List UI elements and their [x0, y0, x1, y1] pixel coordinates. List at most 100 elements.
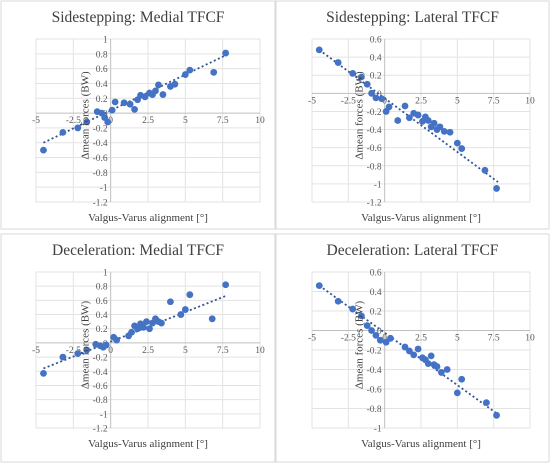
x-tick-label: 5	[183, 346, 188, 356]
data-point	[458, 145, 466, 152]
data-point	[158, 319, 165, 327]
data-point	[40, 146, 47, 154]
data-point	[83, 118, 91, 126]
y-tick-label: 0.6	[96, 65, 108, 75]
data-point	[113, 336, 121, 344]
y-tick-label: 0.2	[370, 72, 382, 82]
data-point	[131, 105, 138, 113]
y-tick-label: 0.8	[96, 50, 108, 60]
x-tick-label: -2.5	[341, 96, 356, 106]
y-tick-label: -0.4	[367, 126, 382, 136]
trendline	[43, 294, 228, 370]
y-tick-label: 0.6	[370, 269, 382, 279]
y-tick-label: 0.2	[96, 95, 108, 105]
data-point	[493, 411, 500, 419]
y-tick-label: -0.8	[93, 169, 108, 179]
x-tick-label: 7.5	[488, 334, 500, 344]
data-point	[349, 305, 357, 313]
data-point	[433, 363, 441, 370]
y-tick-label: -0.6	[367, 144, 382, 154]
y-tick-label: 0.4	[370, 54, 382, 64]
chart-title: Deceleration: Medial TFCF	[52, 242, 224, 259]
data-point	[181, 71, 189, 78]
data-point	[167, 298, 174, 306]
data-point	[181, 306, 189, 313]
x-tick-label: 0	[382, 96, 387, 106]
chart-panel-3: -5-2.502.557.51010.80.60.40.20-0.2-0.4-0…	[0, 233, 276, 463]
x-tick-label: 0	[382, 334, 387, 344]
data-point	[358, 312, 365, 320]
panel-border	[0, 233, 276, 463]
data-point	[372, 94, 380, 102]
y-tick-label: 0.6	[370, 36, 382, 46]
y-tick-label: -0.4	[93, 139, 108, 149]
data-point	[440, 127, 448, 135]
data-point	[430, 119, 438, 127]
data-point	[155, 81, 162, 89]
data-point	[59, 353, 67, 361]
data-point	[315, 46, 323, 54]
data-point	[146, 325, 153, 333]
data-point	[410, 351, 418, 359]
data-point	[349, 70, 357, 77]
y-tick-label: -0.8	[93, 396, 108, 406]
data-point	[186, 291, 194, 299]
data-point	[453, 389, 461, 397]
data-point	[315, 282, 323, 290]
data-point	[208, 315, 216, 323]
data-point	[74, 124, 82, 132]
x-tick-label: 10	[255, 116, 265, 126]
data-point	[120, 99, 128, 107]
data-point	[141, 93, 149, 101]
data-point	[111, 98, 119, 106]
x-tick-label: 7.5	[488, 96, 500, 106]
y-tick-label: -0.6	[93, 382, 108, 392]
data-point	[443, 366, 451, 373]
data-point	[152, 87, 159, 95]
data-point	[334, 59, 342, 66]
data-point	[222, 49, 230, 57]
y-tick-label: 0.8	[96, 283, 108, 293]
x-tick-label: 10	[525, 334, 535, 344]
x-tick-label: 2.5	[415, 96, 427, 106]
data-point	[481, 166, 489, 174]
y-tick-label: -1.2	[93, 199, 108, 209]
chart-title: Sidestepping: Medial TFCF	[52, 9, 225, 26]
panel-border	[0, 0, 276, 230]
x-tick-label: 2.5	[142, 116, 154, 126]
y-tick-label: -0.2	[93, 354, 108, 364]
data-point	[171, 80, 179, 88]
x-tick-label: -5	[308, 96, 316, 106]
data-point	[458, 375, 466, 383]
data-point	[108, 106, 116, 114]
data-point	[427, 352, 435, 360]
chart-panel-2: -5 -2.5 0 2.5 5 7.5 100.60.40.20-0.2-0.4-0.6-0…	[275, 0, 550, 230]
x-tick-label: 5	[183, 116, 188, 126]
panel-border	[275, 0, 550, 230]
data-point	[401, 102, 409, 110]
panel-border	[275, 233, 550, 463]
y-tick-label: 0.6	[96, 297, 108, 307]
y-tick-label: -0.6	[367, 386, 382, 396]
data-point	[126, 100, 134, 108]
data-point	[437, 369, 445, 376]
y-tick-label: -0.2	[367, 347, 382, 357]
data-point	[446, 128, 454, 136]
x-axis-label: Valgus-Varus alignment [°]	[361, 212, 481, 224]
trendline	[318, 49, 499, 183]
data-point	[376, 336, 384, 344]
y-tick-label: -0.8	[367, 405, 382, 415]
data-point	[358, 73, 365, 81]
x-tick-label: -2.5	[66, 346, 81, 356]
data-point	[186, 66, 194, 74]
data-point	[368, 89, 375, 97]
chart-panel-4: -5 -2.5 0 2.5 5 7.5 100.60.40.20-0.2-0.4-0.6-0…	[275, 233, 550, 463]
x-axis-label: Valgus-Varus alignment [°]	[361, 438, 481, 450]
data-point	[483, 399, 490, 407]
y-tick-label: 0	[377, 327, 382, 337]
data-point	[74, 350, 82, 357]
data-point	[372, 331, 380, 339]
x-tick-label: -5	[32, 116, 40, 126]
data-point	[368, 327, 375, 334]
